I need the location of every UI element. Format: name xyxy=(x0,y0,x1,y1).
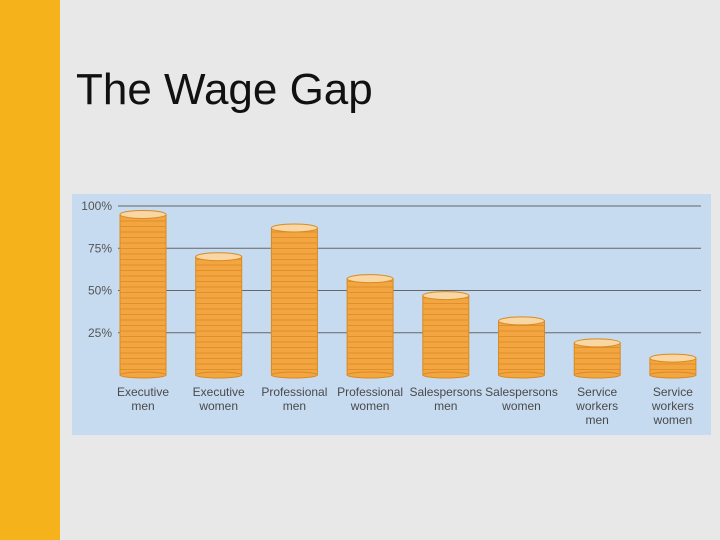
bar-coin-stack xyxy=(346,274,394,379)
bar-coin-stack xyxy=(195,252,243,379)
bar-coin-stack xyxy=(270,223,318,379)
slide-title: The Wage Gap xyxy=(76,65,373,114)
x-category-label: Professional men xyxy=(261,385,328,413)
x-category-label: Service workers men xyxy=(576,385,619,427)
bar-coin-stack xyxy=(498,316,545,379)
y-tick-label: 100% xyxy=(81,199,112,213)
y-tick-label: 50% xyxy=(88,284,112,298)
x-category-label: Professional women xyxy=(337,385,404,413)
bar-coin-stack xyxy=(573,338,621,379)
bar-coin-stack xyxy=(422,291,470,379)
bar-coin-stack xyxy=(119,209,167,379)
x-category-label: Service workers women xyxy=(651,385,694,427)
x-category-label: Salespersons men xyxy=(409,385,483,413)
x-category-label: Executive men xyxy=(116,385,170,413)
wage-gap-chart: 100% 75% 50% 25% Executive men Executive women… xyxy=(72,194,711,435)
x-category-label: Executive women xyxy=(192,385,245,413)
y-tick-label: 25% xyxy=(88,326,112,340)
y-tick-label: 75% xyxy=(88,241,112,255)
accent-side-bar xyxy=(0,0,60,540)
x-category-label: Salespersons women xyxy=(485,385,558,413)
bar-coin-stack xyxy=(649,353,697,379)
chart-canvas: 100% 75% 50% 25% xyxy=(81,199,701,379)
